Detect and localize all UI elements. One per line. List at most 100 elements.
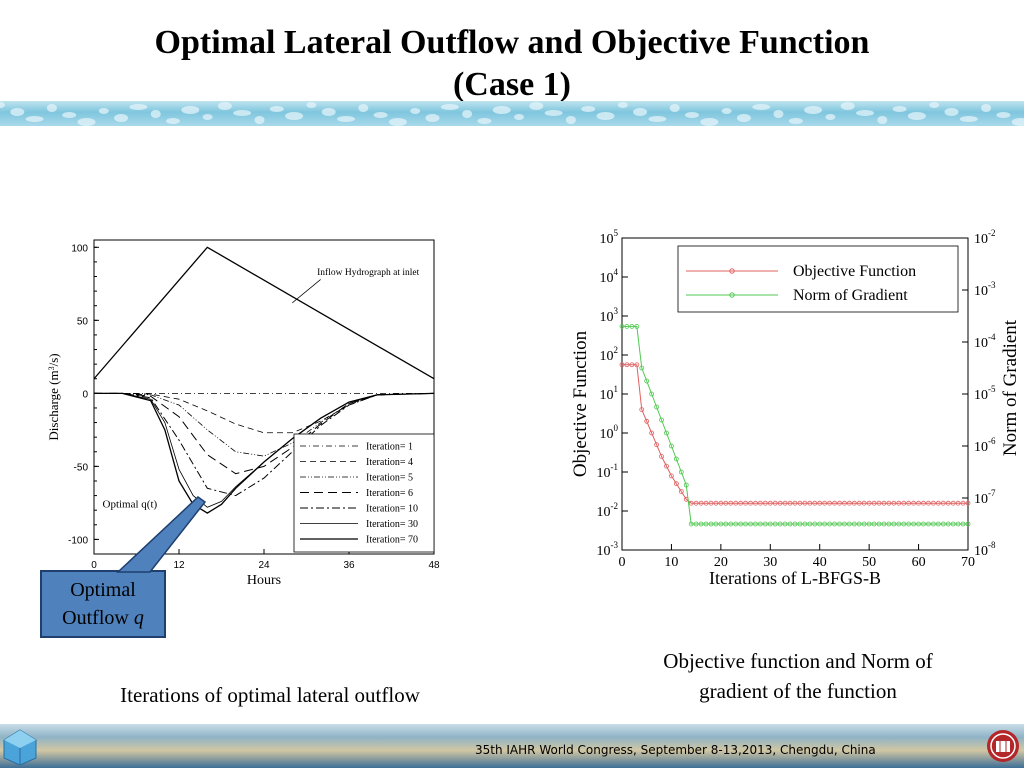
legend-entry: Objective Function bbox=[793, 263, 916, 280]
water-droplet bbox=[492, 106, 511, 114]
water-droplet bbox=[233, 110, 252, 116]
x-tick-label: 24 bbox=[258, 560, 270, 571]
series-marker bbox=[916, 521, 921, 527]
series-marker bbox=[965, 500, 971, 506]
footer-conference-text: 35th IAHR World Congress, September 8-13… bbox=[475, 743, 876, 757]
series-marker bbox=[955, 500, 961, 506]
series-marker bbox=[861, 521, 867, 527]
water-droplet bbox=[410, 108, 421, 114]
series-line bbox=[622, 325, 968, 525]
y-tick-label: 50 bbox=[77, 316, 89, 327]
series-marker bbox=[777, 521, 783, 527]
x-tick-label: 0 bbox=[91, 560, 97, 571]
right-tick-label: 10-7 bbox=[974, 488, 996, 507]
series-marker bbox=[876, 500, 882, 506]
series-marker bbox=[965, 521, 971, 527]
water-droplet-banner bbox=[0, 101, 1024, 126]
university-emblem-icon bbox=[987, 730, 1019, 762]
water-droplet bbox=[617, 102, 628, 108]
series-marker bbox=[807, 500, 813, 506]
water-droplet bbox=[388, 118, 407, 126]
title-line-1: Optimal Lateral Outflow and Objective Fu… bbox=[154, 24, 870, 61]
left-tick-label: 10-2 bbox=[597, 501, 619, 520]
water-droplet bbox=[358, 104, 369, 112]
water-droplet bbox=[25, 116, 44, 122]
legend-marker-sample bbox=[729, 292, 735, 298]
right-axis-label: Norm of Gradient bbox=[1000, 319, 1021, 456]
series-marker bbox=[688, 521, 694, 527]
series-marker bbox=[802, 500, 808, 506]
x-tick-label: 36 bbox=[343, 560, 355, 571]
series-marker bbox=[817, 521, 823, 527]
right-tick-label: 10-3 bbox=[974, 280, 996, 299]
series-marker bbox=[673, 481, 679, 487]
series-marker bbox=[762, 521, 768, 527]
series-marker bbox=[842, 521, 847, 527]
water-droplet-pattern bbox=[0, 102, 1024, 126]
series-marker bbox=[802, 521, 808, 527]
series-marker bbox=[723, 500, 729, 506]
water-droplet bbox=[181, 106, 200, 114]
inflow-annotation-leader bbox=[292, 279, 321, 304]
water-droplet bbox=[306, 102, 317, 108]
x-tick-label: 70 bbox=[961, 555, 975, 570]
series-marker bbox=[619, 362, 625, 368]
legend-marker-sample bbox=[729, 268, 735, 274]
series-marker bbox=[757, 521, 763, 527]
x-tick-label: 50 bbox=[862, 555, 876, 570]
series-marker bbox=[906, 521, 912, 527]
series-marker bbox=[940, 500, 946, 506]
series-marker bbox=[639, 407, 645, 413]
series-marker bbox=[881, 500, 887, 506]
series-marker bbox=[881, 521, 887, 527]
left-tick-label: 103 bbox=[600, 306, 619, 325]
series-marker bbox=[673, 456, 679, 462]
water-droplet bbox=[529, 102, 544, 110]
x-tick-label: 0 bbox=[619, 555, 626, 570]
series-marker bbox=[901, 521, 907, 527]
water-droplet bbox=[685, 112, 699, 118]
series-marker bbox=[767, 500, 773, 506]
series-marker bbox=[822, 500, 828, 506]
series-marker bbox=[827, 500, 833, 506]
left-tick-label: 102 bbox=[600, 345, 619, 364]
caption-right: Objective function and Norm of gradient … bbox=[600, 646, 996, 706]
series-marker bbox=[659, 417, 664, 423]
series-marker bbox=[723, 521, 729, 527]
legend: Objective Function Norm of Gradient bbox=[677, 245, 959, 313]
outflow-plot-area: 100 50 0 -50 -100 0 12 24 36 48 Hours Discharge (m3… bbox=[46, 239, 440, 588]
legend-entry: Iteration= 6 bbox=[366, 488, 413, 499]
series-marker bbox=[698, 521, 704, 527]
water-droplet bbox=[633, 108, 648, 116]
series-marker bbox=[733, 500, 739, 506]
callout-outflow-text: Outflow bbox=[62, 607, 134, 629]
series-marker bbox=[930, 521, 936, 527]
water-droplet bbox=[544, 110, 563, 116]
x-tick-label: 60 bbox=[912, 555, 926, 570]
series-marker bbox=[921, 500, 926, 506]
water-droplet bbox=[514, 114, 524, 120]
series-marker bbox=[807, 521, 813, 527]
series-marker bbox=[812, 521, 818, 527]
left-axis-label: Objective Function bbox=[570, 330, 591, 477]
series-marker bbox=[837, 521, 842, 527]
water-droplet bbox=[581, 106, 596, 112]
water-droplet bbox=[929, 102, 940, 108]
water-droplet bbox=[46, 104, 57, 112]
series-marker bbox=[713, 521, 719, 527]
series-marker bbox=[634, 324, 640, 329]
water-droplet bbox=[959, 116, 978, 122]
series-marker bbox=[827, 521, 833, 527]
series-marker bbox=[926, 500, 931, 506]
series-marker bbox=[787, 500, 793, 506]
series-marker bbox=[624, 362, 630, 368]
series-marker bbox=[906, 500, 912, 506]
water-droplet bbox=[440, 104, 459, 110]
series-marker bbox=[846, 521, 852, 527]
objective-gradient-chart: 10510410310210110010-110-210-310-210-310… bbox=[570, 228, 1021, 588]
water-droplet bbox=[321, 108, 336, 116]
series-marker bbox=[753, 521, 758, 527]
water-droplet bbox=[596, 112, 615, 120]
water-droplet bbox=[752, 104, 771, 110]
y-axis-label: Discharge (m3/s) bbox=[46, 353, 61, 440]
